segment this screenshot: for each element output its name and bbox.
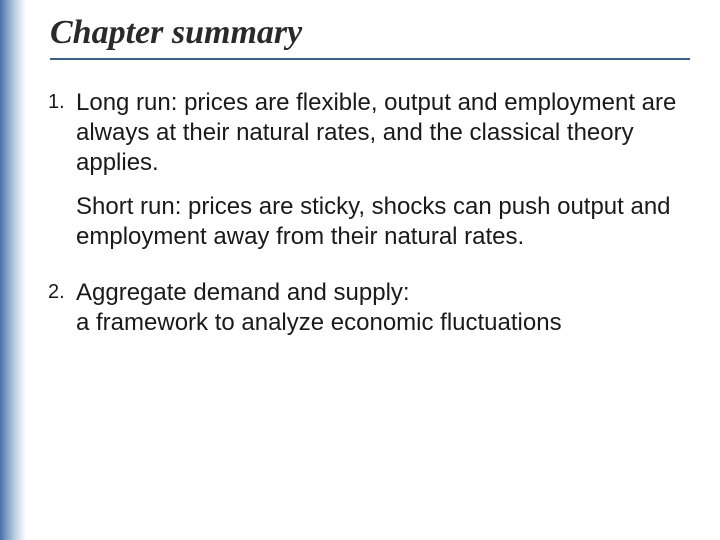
item-paragraph: Aggregate demand and supply: xyxy=(76,278,690,308)
summary-list: 1. Long run: prices are flexible, output… xyxy=(50,88,690,338)
item-paragraph: Long run: prices are flexible, output an… xyxy=(76,88,690,178)
slide-content: Chapter summary 1. Long run: prices are … xyxy=(50,14,690,520)
left-gradient-bar xyxy=(0,0,26,540)
item-number: 2. xyxy=(48,280,65,305)
item-number: 1. xyxy=(48,90,65,115)
item-paragraph: Short run: prices are sticky, shocks can… xyxy=(76,192,690,252)
list-item: 1. Long run: prices are flexible, output… xyxy=(76,88,690,252)
list-item: 2. Aggregate demand and supply: a framew… xyxy=(76,278,690,338)
item-paragraph: a framework to analyze economic fluctuat… xyxy=(76,308,690,338)
slide-title: Chapter summary xyxy=(50,14,690,60)
